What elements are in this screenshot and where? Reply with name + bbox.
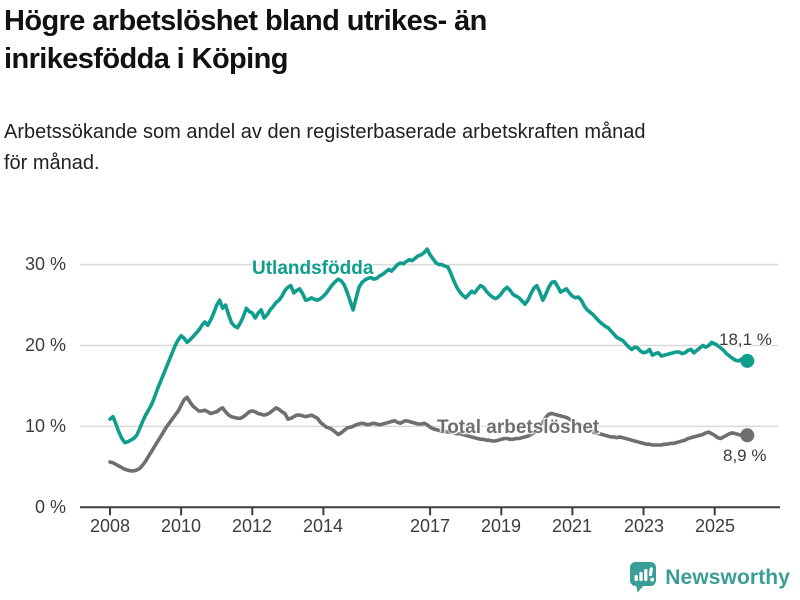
x-tick-2021: 2021 bbox=[551, 516, 593, 536]
x-tick-2008: 2008 bbox=[89, 516, 131, 536]
title-line-2: inrikesfödda i Köping bbox=[4, 43, 288, 75]
subtitle-line-2: för månad. bbox=[4, 152, 100, 174]
series-label-utlandsfodda: Utlandsfödda bbox=[252, 258, 374, 279]
x-tick-2019: 2019 bbox=[480, 516, 522, 536]
brand-name: Newsworthy bbox=[665, 565, 790, 589]
y-tick-0: 0 % bbox=[34, 497, 66, 517]
x-tick-2025: 2025 bbox=[694, 516, 736, 536]
y-tick-30: 30 % bbox=[24, 254, 66, 274]
x-tick-2010: 2010 bbox=[160, 516, 202, 536]
series-label-total: Total arbetslöshet bbox=[437, 417, 600, 438]
title-line-1: Högre arbetslöshet bland utrikes- än bbox=[4, 5, 487, 37]
subtitle-line-1: Arbetssökande som andel av den registerb… bbox=[4, 121, 646, 143]
y-tick-20: 20 % bbox=[24, 335, 66, 355]
newsworthy-logo[interactable]: Newsworthy bbox=[629, 561, 790, 594]
y-tick-10: 10 % bbox=[24, 416, 66, 436]
newsworthy-icon bbox=[630, 562, 657, 593]
chart-subtitle: Arbetssökande som andel av den registerb… bbox=[4, 117, 796, 179]
page-title: Högre arbetslöshet bland utrikes- än inri… bbox=[4, 2, 764, 78]
end-value-total: 8,9 % bbox=[723, 446, 767, 465]
x-tick-2023: 2023 bbox=[623, 516, 665, 536]
x-tick-2014: 2014 bbox=[302, 516, 344, 536]
x-tick-2012: 2012 bbox=[231, 516, 273, 536]
end-value-utlandsfodda: 18,1 % bbox=[719, 330, 772, 349]
x-tick-2017: 2017 bbox=[409, 516, 451, 536]
